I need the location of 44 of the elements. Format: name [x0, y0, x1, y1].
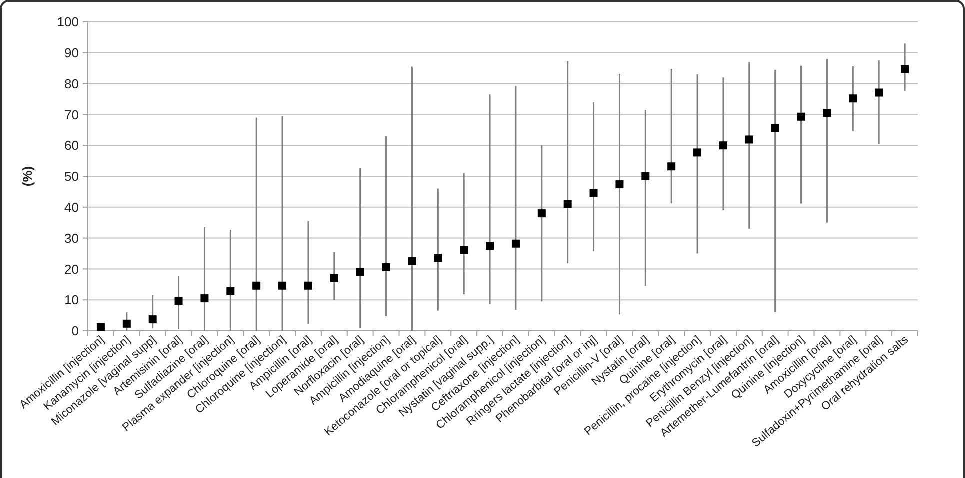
point [797, 112, 806, 121]
y-tick-label: 10 [64, 292, 79, 308]
point [823, 109, 832, 118]
point [642, 172, 650, 180]
point [875, 88, 884, 97]
point [278, 282, 287, 290]
point [408, 257, 416, 266]
y-tick-label: 20 [64, 262, 79, 277]
point [148, 316, 157, 324]
point [382, 263, 390, 272]
point [771, 124, 780, 132]
y-tick-label: 60 [64, 138, 79, 154]
point [356, 268, 364, 276]
y-tick-label: 0 [72, 324, 79, 339]
point [564, 200, 572, 208]
y-axis-title: (%) [20, 166, 35, 187]
point [174, 297, 183, 306]
point [590, 189, 598, 198]
y-tick-label: 50 [64, 169, 79, 184]
point [538, 210, 546, 218]
point [512, 240, 520, 248]
point [460, 246, 468, 254]
y-tick-label: 100 [57, 14, 79, 30]
y-tick-label: 30 [64, 230, 79, 246]
point [901, 65, 910, 74]
point [486, 242, 494, 250]
point [330, 274, 338, 282]
y-tick-label: 80 [64, 76, 79, 92]
point [200, 294, 209, 303]
point [434, 254, 442, 262]
point [252, 282, 261, 290]
point [694, 148, 702, 157]
point [304, 282, 312, 290]
point [668, 162, 676, 171]
point [96, 323, 105, 332]
point [719, 142, 728, 150]
y-tick-label: 40 [64, 200, 79, 215]
point [745, 136, 754, 144]
y-tick-label: 70 [64, 107, 79, 122]
point [616, 180, 624, 189]
point [226, 287, 235, 296]
point [849, 94, 858, 103]
point [122, 320, 131, 328]
y-tick-label: 90 [64, 45, 79, 60]
